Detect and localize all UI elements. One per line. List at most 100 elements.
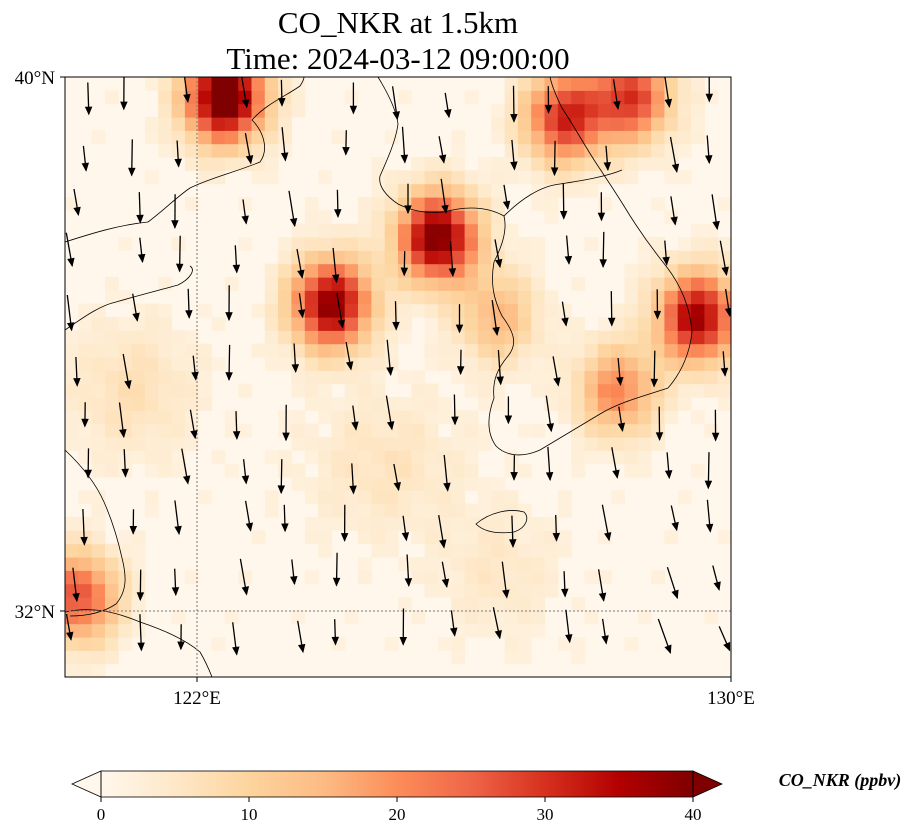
heat-cell: [584, 437, 599, 451]
heat-cell: [158, 370, 173, 385]
map-title-line1: CO_NKR at 1.5km: [277, 5, 519, 40]
heat-cell: [424, 303, 439, 318]
heat-cell: [171, 130, 186, 145]
heat-cell: [398, 210, 412, 225]
heat-cell: [571, 650, 586, 665]
heat-cell: [304, 530, 319, 545]
heat-cell: [371, 410, 386, 425]
heat-cell: [624, 397, 639, 411]
heat-cell: [118, 543, 133, 558]
wind-arrow-head: [404, 578, 413, 587]
heat-cell: [264, 170, 279, 185]
heat-cell: [531, 517, 546, 531]
heat-cell: [424, 157, 439, 171]
heat-cell: [637, 143, 652, 158]
heat-cell: [704, 357, 719, 371]
wind-arrow-head: [597, 212, 606, 222]
heat-cell: [438, 250, 452, 265]
wind-arrow-head: [337, 319, 346, 329]
heat-cell: [171, 117, 186, 131]
heat-cell: [424, 477, 439, 491]
heat-cell: [118, 317, 133, 331]
heat-cell: [251, 143, 266, 158]
wind-arrow-head: [603, 162, 612, 172]
heat-cell: [158, 437, 173, 451]
heat-cell: [238, 130, 253, 145]
heat-cell: [224, 610, 239, 625]
wind-arrow-head: [509, 539, 517, 548]
heat-cell: [611, 90, 625, 105]
heat-cell: [571, 343, 586, 358]
heat-cell: [424, 237, 439, 251]
heat-cell: [371, 397, 386, 411]
heat-cell: [304, 317, 319, 331]
heat-cell: [517, 463, 532, 478]
heat-cell: [451, 277, 466, 291]
heat-cell: [78, 437, 93, 451]
heat-cell: [264, 157, 279, 171]
wind-arrow-head: [713, 581, 721, 591]
heat-cell: [597, 423, 612, 438]
heat-cell: [411, 250, 426, 265]
heat-cell: [424, 410, 439, 425]
heat-cell: [677, 117, 692, 131]
heat-cell: [371, 303, 386, 318]
wind-arrow-head: [81, 418, 89, 428]
heat-cell: [158, 410, 173, 425]
heat-cell: [691, 290, 705, 305]
heat-cell: [464, 557, 479, 571]
heat-cell: [91, 423, 106, 438]
heat-cell: [304, 223, 319, 238]
heat-cell: [677, 330, 692, 345]
heat-cell: [144, 117, 159, 131]
heat-cell: [504, 570, 519, 585]
heat-cell: [491, 130, 506, 145]
heat-cell: [398, 330, 412, 345]
heat-cell: [664, 103, 679, 118]
heat-cell: [304, 343, 319, 358]
heat-cell: [318, 517, 332, 531]
heat-cell: [664, 290, 679, 305]
heat-cell: [557, 343, 572, 358]
wind-arrow-head: [455, 324, 464, 334]
heat-cell: [611, 170, 625, 185]
heat-cell: [477, 357, 492, 371]
heat-cell: [491, 543, 506, 558]
heat-cell: [304, 437, 319, 451]
heat-cell: [65, 637, 79, 651]
heat-cell: [691, 90, 705, 105]
heat-cell: [398, 317, 412, 331]
heat-cell: [65, 517, 79, 531]
heat-cell: [464, 210, 479, 225]
heat-cell: [371, 197, 386, 211]
heat-cell: [411, 263, 426, 278]
heat-cell: [477, 437, 492, 451]
coastline-bohai: [65, 77, 305, 243]
heat-cell: [531, 570, 546, 585]
wind-arrow-head: [171, 220, 179, 229]
heat-cell: [438, 583, 452, 598]
wind-arrow-head: [662, 256, 670, 266]
heat-cell: [717, 530, 731, 545]
heat-cell: [91, 583, 106, 598]
heat-cell: [597, 410, 612, 425]
heat-cell: [438, 183, 452, 198]
heat-cell: [691, 410, 705, 425]
coastline-korea-east: [549, 77, 693, 389]
heat-cell: [677, 370, 692, 385]
heat-cell: [517, 557, 532, 571]
heat-cell: [384, 530, 399, 545]
heat-cell: [531, 623, 546, 638]
heat-cell: [398, 370, 412, 385]
heat-cell: [131, 543, 146, 558]
heat-cell: [398, 410, 412, 425]
heat-cell: [344, 250, 359, 265]
heat-cell: [531, 290, 546, 305]
heat-cell: [651, 103, 665, 118]
heat-cell: [477, 397, 492, 411]
heat-cell: [344, 370, 359, 385]
heat-cell: [477, 330, 492, 345]
heat-cell: [171, 90, 186, 105]
heat-cell: [318, 437, 332, 451]
heat-cell: [451, 450, 466, 465]
